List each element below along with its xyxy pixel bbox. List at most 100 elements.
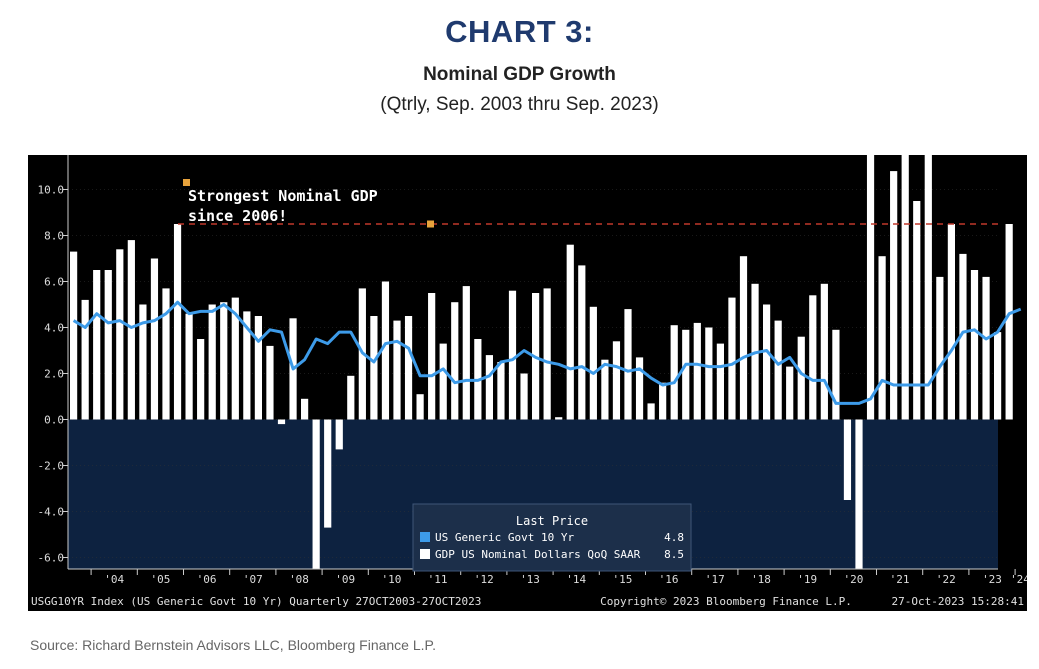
gdp-bar (301, 398, 309, 420)
gdp-bar (982, 276, 990, 420)
gdp-bar (1005, 224, 1013, 420)
legend-box (412, 503, 692, 572)
gdp-bar (763, 304, 771, 420)
legend-label-10yr: US Generic Govt 10 Yr (435, 531, 574, 544)
gdp-bar (520, 373, 528, 420)
chart-svg: Strongest Nominal GDP since 2006! 10.0 8.… (28, 155, 1030, 611)
gdp-bar (705, 327, 713, 420)
gdp-bar (439, 343, 447, 420)
x-tick-label: '05 (150, 573, 170, 586)
gdp-bar (104, 270, 112, 420)
x-tick-label: '15 (612, 573, 632, 586)
chart-subtitle: (Qtrly, Sep. 2003 thru Sep. 2023) (380, 94, 659, 115)
gdp-bar (832, 329, 840, 420)
gdp-bar (936, 276, 944, 420)
gdp-bar (266, 345, 274, 420)
gdp-bar (485, 355, 493, 420)
gdp-bar (497, 362, 505, 420)
x-tick-label: '22 (936, 573, 956, 586)
gdp-bar (70, 251, 78, 420)
gdp-bar (197, 339, 205, 420)
gdp-bar (843, 419, 852, 500)
x-tick-label: '07 (243, 573, 263, 586)
gdp-bar (451, 302, 459, 420)
y-axis: 10.0 8.0 6.0 4.0 2.0 0.0 -2.0 -4.0 -6.0 (38, 155, 69, 569)
x-tick-label: '21 (890, 573, 910, 586)
x-tick-label: '04 (104, 573, 124, 586)
gdp-bar (693, 322, 701, 420)
y-tick-label: -4.0 (38, 506, 65, 519)
gdp-bar (93, 270, 101, 420)
gdp-bar (635, 357, 644, 420)
gdp-bar (381, 281, 390, 420)
gdp-bar (901, 155, 909, 420)
gdp-bar (647, 403, 655, 420)
gdp-bar (855, 419, 863, 569)
gdp-bar (612, 341, 621, 420)
gdp-bar (81, 299, 89, 420)
gdp-bar (970, 270, 979, 420)
gdp-bar (809, 295, 817, 420)
x-tick-label: '13 (520, 573, 540, 586)
gdp-bar (566, 244, 574, 420)
footer-left: USGG10YR Index (US Generic Govt 10 Yr) Q… (31, 595, 481, 608)
x-tick-label: '06 (197, 573, 217, 586)
reference-marker (427, 220, 434, 228)
x-tick-label: '23 (982, 573, 1002, 586)
footer-center: Copyright© 2023 Bloomberg Finance L.P. (600, 595, 852, 608)
gdp-bar (589, 306, 597, 420)
gdp-bar (416, 394, 424, 420)
y-tick-label: -2.0 (38, 460, 65, 473)
gdp-bar (682, 329, 690, 420)
gdp-bar (578, 265, 586, 420)
gdp-bar (162, 288, 170, 420)
gdp-bar (243, 311, 251, 420)
x-tick-label: '14 (566, 573, 586, 586)
y-tick-label: 6.0 (44, 276, 64, 289)
gdp-bar (462, 286, 470, 420)
gdp-bar (347, 375, 355, 420)
x-tick-label: '17 (705, 573, 725, 586)
gdp-bar (913, 201, 921, 420)
gdp-bar (774, 320, 782, 420)
x-tick-label: '19 (797, 573, 817, 586)
legend-title: Last Price (516, 514, 588, 528)
gdp-bar (139, 304, 147, 420)
gdp-bar (277, 419, 286, 425)
x-tick-label: '09 (335, 573, 355, 586)
footer-right: 27-Oct-2023 15:28:41 (892, 595, 1024, 608)
y-tick-label: 4.0 (44, 322, 64, 335)
gdp-bar (924, 155, 932, 420)
gdp-bar (324, 419, 332, 528)
annotation-line1: Strongest Nominal GDP (188, 187, 378, 205)
gdp-bar (739, 256, 748, 420)
line-series (72, 300, 1022, 405)
legend-value-10yr: 4.8 (664, 531, 684, 544)
x-tick-label: '20 (843, 573, 863, 586)
gdp-bar (659, 382, 667, 420)
gdp-bar (670, 325, 678, 420)
gdp-bar (393, 320, 401, 420)
source-note: Source: Richard Bernstein Advisors LLC, … (30, 637, 436, 653)
y-tick-label: 8.0 (44, 230, 64, 243)
annotation-marker (183, 179, 190, 186)
gdp-bar (508, 290, 517, 420)
gdp-bar (220, 302, 228, 420)
gdp-bar (820, 283, 828, 420)
gdp-bar (866, 155, 875, 420)
gdp-bar (624, 309, 632, 420)
chart-title: Nominal GDP Growth (423, 64, 616, 85)
y-tick-label: 10.0 (38, 184, 65, 197)
x-tick-label: '12 (474, 573, 494, 586)
legend-label-gdp: GDP US Nominal Dollars QoQ SAAR (435, 548, 641, 561)
y-tick-label: -6.0 (38, 552, 65, 565)
gdp-bar (797, 336, 805, 420)
chart-number-title: CHART 3: (445, 14, 594, 49)
y-tick-label: 2.0 (44, 368, 64, 381)
gdp-bar (185, 313, 193, 420)
gdp-bar (994, 332, 1002, 420)
chart-panel: Strongest Nominal GDP since 2006! 10.0 8.… (28, 155, 1030, 611)
gdp-bar (208, 304, 216, 420)
gdp-bar (890, 171, 898, 420)
x-tick-label: '24 (1010, 573, 1027, 586)
